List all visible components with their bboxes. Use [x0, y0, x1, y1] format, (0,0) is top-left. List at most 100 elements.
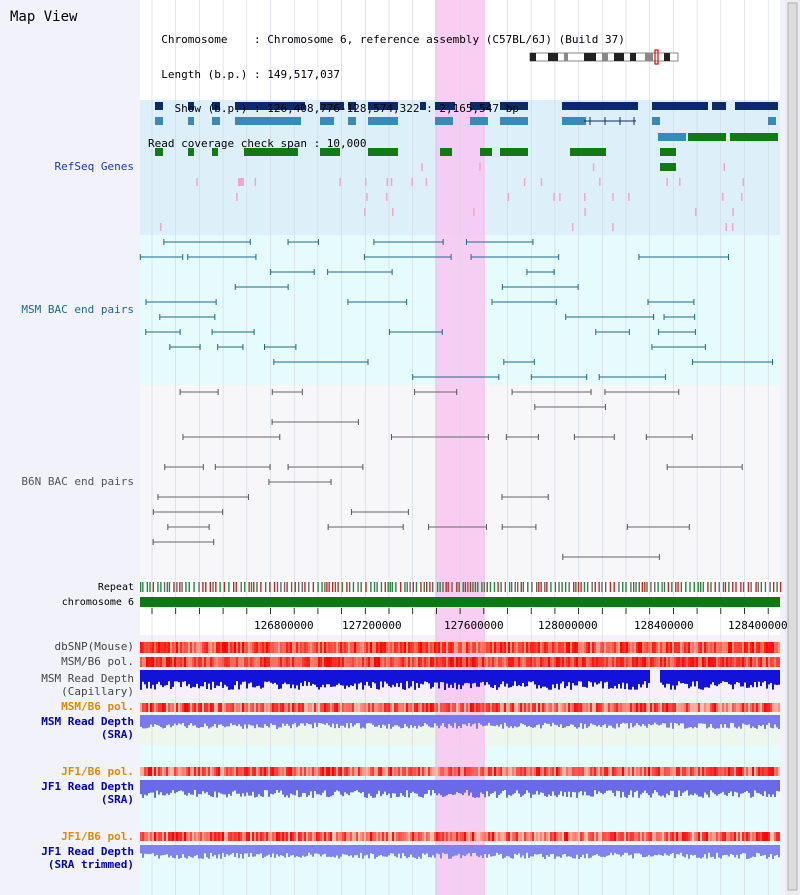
depth-bar	[280, 845, 282, 856]
heat-cell	[344, 703, 346, 712]
heat-cell	[628, 657, 630, 667]
heat-cell	[342, 657, 344, 667]
depth-bar	[392, 845, 394, 854]
heat-cell	[578, 767, 580, 776]
heat-cell	[246, 642, 248, 653]
repeat-feature	[297, 582, 300, 592]
heat-cell	[506, 832, 508, 841]
depth-bar	[640, 780, 642, 795]
heat-cell	[400, 642, 402, 653]
track-label-jf1-depth-trimmed[interactable]: JF1 Read Depth (SRA trimmed)	[41, 845, 134, 871]
heat-cell	[690, 767, 692, 776]
depth-bar	[320, 715, 322, 724]
depth-bar	[592, 715, 594, 725]
heat-cell	[292, 657, 294, 667]
track-label-msm-b6-pol[interactable]: MSM/B6 pol.	[61, 655, 134, 668]
depth-bar	[214, 715, 216, 724]
depth-bar	[406, 780, 408, 791]
depth-bar	[672, 670, 674, 686]
depth-bar	[270, 780, 272, 794]
track-label-chromosome[interactable]: chromosome 6	[61, 597, 134, 608]
heat-cell	[772, 832, 774, 841]
depth-bar	[230, 670, 232, 690]
heat-cell	[602, 767, 604, 776]
heat-cell	[240, 642, 242, 653]
depth-bar	[708, 845, 710, 853]
heat-cell	[290, 642, 292, 653]
repeat-feature	[750, 582, 752, 592]
depth-bar	[386, 845, 388, 857]
depth-bar	[526, 715, 528, 727]
heat-cell	[462, 832, 464, 841]
heat-cell	[572, 642, 574, 653]
heat-cell	[562, 832, 564, 841]
heat-cell	[706, 832, 708, 841]
heat-cell	[296, 832, 298, 841]
heat-cell	[254, 832, 256, 841]
heat-cell	[558, 642, 560, 653]
track-label-b6n-bac[interactable]: B6N BAC end pairs	[21, 475, 134, 488]
depth-bar	[360, 845, 362, 853]
depth-bar	[276, 715, 278, 729]
heat-cell	[188, 703, 190, 712]
depth-bar	[214, 845, 216, 855]
heat-cell	[232, 767, 234, 776]
depth-bar	[518, 670, 520, 686]
depth-bar	[444, 670, 446, 690]
depth-bar	[284, 670, 286, 683]
depth-bar	[368, 715, 370, 724]
track-label-repeat[interactable]: Repeat	[97, 582, 134, 593]
depth-bar	[578, 845, 580, 859]
heat-cell	[670, 642, 672, 653]
track-label-refseq[interactable]: RefSeq Genes	[54, 160, 134, 173]
depth-bar	[618, 780, 620, 791]
heat-cell	[702, 767, 704, 776]
repeat-feature	[685, 582, 687, 592]
depth-bar	[752, 780, 754, 797]
repeat-feature	[188, 582, 190, 592]
depth-bar	[586, 845, 588, 854]
track-label-jf1-depth-sra[interactable]: JF1 Read Depth (SRA)	[41, 780, 134, 806]
track-label-msm-b6-pol-2[interactable]: MSM/B6 pol.	[61, 700, 134, 713]
depth-bar	[414, 670, 416, 690]
heat-cell	[566, 657, 568, 667]
heat-cell	[732, 657, 734, 667]
heat-cell	[464, 832, 466, 841]
depth-bar	[216, 780, 218, 798]
refseq-minor-feature	[385, 193, 388, 201]
heat-cell	[184, 703, 186, 712]
track-label-msm-depth-capillary[interactable]: MSM Read Depth (Capillary)	[41, 672, 134, 698]
heat-cell	[244, 657, 246, 667]
heat-cell	[664, 832, 666, 841]
heat-cell	[338, 832, 340, 841]
heat-cell	[270, 703, 272, 712]
heat-cell	[154, 767, 156, 776]
heat-cell	[402, 767, 404, 776]
track-label-msm-bac[interactable]: MSM BAC end pairs	[21, 303, 134, 316]
depth-bar	[192, 845, 194, 858]
track-label-msm-depth-sra[interactable]: MSM Read Depth (SRA)	[41, 715, 134, 741]
depth-bar	[688, 715, 690, 728]
track-label-jf1-b6-pol-2[interactable]: JF1/B6 pol.	[61, 830, 134, 843]
heat-cell	[184, 657, 186, 667]
heat-cell	[754, 642, 756, 653]
gene-feature	[348, 117, 356, 125]
track-label-jf1-b6-pol[interactable]: JF1/B6 pol.	[61, 765, 134, 778]
heat-cell	[414, 703, 416, 712]
heat-cell	[596, 703, 598, 712]
depth-bar	[734, 845, 736, 858]
repeat-feature	[219, 582, 221, 592]
depth-bar	[698, 715, 700, 724]
depth-bar	[314, 845, 316, 854]
depth-bar	[190, 670, 192, 689]
heat-cell	[418, 703, 420, 712]
heat-cell	[436, 703, 438, 712]
heat-cell	[300, 642, 302, 653]
heat-cell	[486, 657, 488, 667]
track-label-dbsnp[interactable]: dbSNP(Mouse)	[54, 640, 134, 653]
depth-bar	[212, 780, 214, 798]
depth-bar	[148, 715, 150, 728]
depth-bar	[274, 780, 276, 794]
depth-bar	[724, 845, 726, 855]
